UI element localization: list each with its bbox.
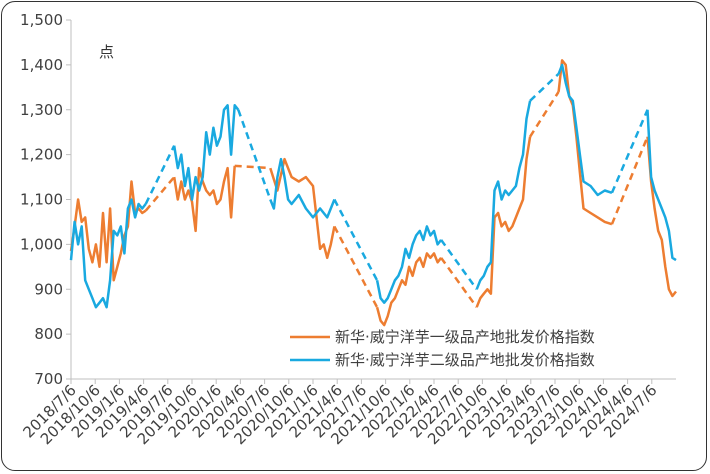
- y-tick-label: 700: [34, 370, 63, 388]
- unit-label: 点: [99, 43, 114, 61]
- series-layer: [69, 59, 677, 327]
- series-1-line: [375, 252, 443, 327]
- series-1-line: [557, 59, 613, 226]
- series-2-line: [172, 104, 240, 201]
- series-2-line: [69, 198, 147, 309]
- y-tick-label: 1,500: [20, 11, 63, 29]
- y-axis: 1,500 1,400 1,300 1,200 1,100 1,000 900 800 700: [20, 11, 72, 388]
- series-2-line: [375, 225, 443, 304]
- series-1-gap-line: [610, 136, 649, 225]
- x-axis: 2018/7/62018/10/62019/1/62019/4/62019/7/…: [19, 378, 676, 448]
- series-1-gap-line: [333, 225, 379, 308]
- series-2-line: [269, 157, 336, 219]
- series-1-line: [69, 180, 147, 282]
- series-2-gap-line: [237, 109, 272, 200]
- y-tick-label: 1,300: [20, 101, 63, 119]
- series-2-gap-line: [610, 109, 649, 194]
- series-1-line: [646, 136, 677, 298]
- series-1-line: [475, 136, 532, 308]
- legend-label-series-1: 新华·威宁洋芋一级品产地批发价格指数: [335, 328, 595, 346]
- series-1-gap-line: [234, 164, 271, 170]
- y-tick-label: 800: [34, 325, 63, 343]
- series-1-line: [172, 165, 236, 233]
- y-tick-label: 1,100: [20, 191, 63, 209]
- y-tick-label: 1,400: [20, 56, 63, 74]
- series-2-gap-line: [333, 198, 379, 281]
- legend-label-series-2: 新华·威宁洋芋二级品产地批发价格指数: [335, 351, 595, 369]
- legend: 新华·威宁洋芋一级品产地批发价格指数 新华·威宁洋芋二级品产地批发价格指数: [290, 328, 595, 369]
- series-2-line: [646, 109, 677, 262]
- series-2-line: [557, 63, 613, 197]
- series-2-gap-line: [529, 72, 560, 102]
- series-2-gap-line: [144, 145, 176, 205]
- y-tick-label: 1,200: [20, 146, 63, 164]
- y-tick-label: 1,000: [20, 235, 63, 253]
- series-1-line: [269, 157, 336, 260]
- series-1-gap-line: [529, 91, 560, 138]
- y-tick-label: 900: [34, 280, 63, 298]
- series-1-gap-line: [440, 257, 478, 308]
- series-2-line: [475, 100, 532, 290]
- series-2-gap-line: [440, 239, 478, 290]
- series-1-gap-line: [144, 176, 176, 212]
